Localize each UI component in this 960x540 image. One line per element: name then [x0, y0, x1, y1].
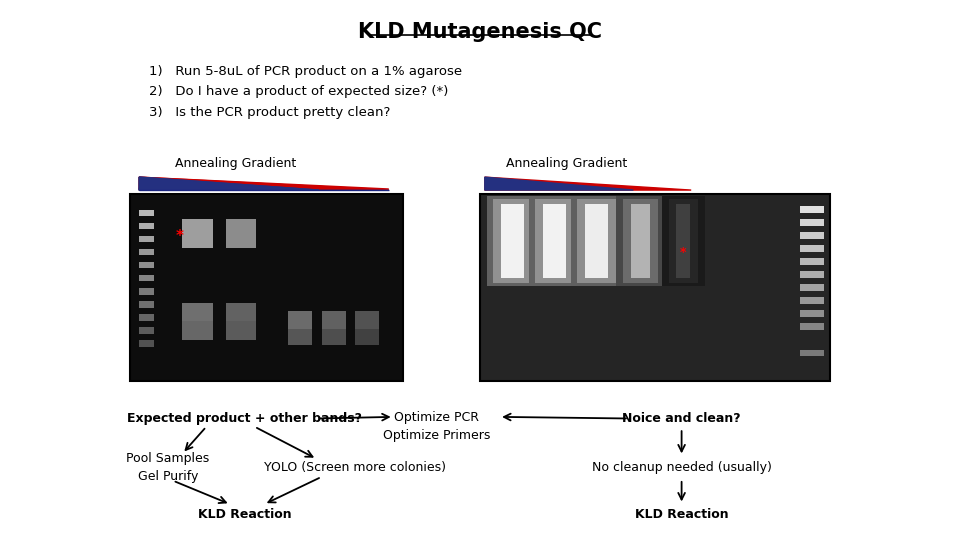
Bar — [139, 301, 154, 308]
Text: Expected product + other bands?: Expected product + other bands? — [128, 412, 362, 425]
Bar — [130, 194, 403, 381]
Bar — [139, 236, 154, 242]
Bar — [578, 199, 615, 282]
Polygon shape — [485, 177, 691, 190]
Bar — [182, 303, 213, 325]
Bar — [288, 329, 312, 345]
Bar — [487, 195, 539, 286]
Bar — [800, 284, 824, 291]
Bar — [800, 245, 824, 252]
Bar — [586, 204, 608, 278]
Text: KLD Reaction: KLD Reaction — [198, 508, 292, 521]
Polygon shape — [139, 177, 389, 190]
Bar — [288, 312, 312, 330]
Text: *: * — [176, 229, 183, 244]
Bar — [661, 195, 705, 286]
Bar — [668, 199, 698, 282]
Text: KLD Reaction: KLD Reaction — [635, 508, 729, 521]
Polygon shape — [139, 188, 389, 190]
Text: No cleanup needed (usually): No cleanup needed (usually) — [591, 461, 772, 474]
Bar — [800, 310, 824, 317]
Polygon shape — [139, 177, 319, 190]
Bar — [139, 210, 154, 217]
Text: *: * — [680, 246, 686, 259]
Text: Pool Samples
Gel Purify: Pool Samples Gel Purify — [127, 451, 209, 483]
Bar — [139, 288, 154, 294]
Bar — [800, 258, 824, 265]
Bar — [536, 199, 573, 282]
Bar — [355, 329, 379, 345]
Bar — [800, 219, 824, 226]
Bar — [800, 206, 824, 213]
Bar — [139, 249, 154, 255]
Bar — [139, 327, 154, 334]
Text: Noice and clean?: Noice and clean? — [622, 412, 741, 425]
Text: KLD Mutagenesis QC: KLD Mutagenesis QC — [358, 22, 602, 42]
Bar — [226, 219, 256, 248]
Bar — [139, 314, 154, 321]
Bar — [800, 298, 824, 304]
Bar — [182, 321, 213, 340]
Bar — [800, 232, 824, 239]
Bar — [631, 204, 650, 278]
Bar — [529, 195, 580, 286]
Bar — [623, 199, 658, 282]
Text: Optimize PCR
Optimize Primers: Optimize PCR Optimize Primers — [383, 411, 491, 442]
Bar — [322, 329, 346, 345]
Bar — [139, 275, 154, 281]
Text: Annealing Gradient: Annealing Gradient — [506, 157, 627, 170]
Bar — [800, 271, 824, 278]
Bar — [493, 199, 532, 282]
Polygon shape — [485, 177, 634, 190]
Bar — [480, 194, 830, 381]
Bar — [800, 323, 824, 330]
Bar — [501, 204, 524, 278]
Text: Annealing Gradient: Annealing Gradient — [175, 157, 296, 170]
Bar — [226, 321, 256, 340]
Bar — [800, 349, 824, 356]
Bar — [226, 303, 256, 325]
Bar — [139, 340, 154, 347]
Bar — [322, 312, 346, 330]
Polygon shape — [139, 177, 319, 190]
Text: YOLO (Screen more colonies): YOLO (Screen more colonies) — [264, 461, 446, 474]
Bar — [616, 195, 664, 286]
Bar — [182, 219, 213, 248]
Polygon shape — [139, 177, 389, 189]
Bar — [139, 262, 154, 268]
Bar — [355, 312, 379, 330]
Bar — [543, 204, 565, 278]
Bar — [570, 195, 622, 286]
Bar — [676, 204, 690, 278]
Text: 1)   Run 5-8uL of PCR product on a 1% agarose
2)   Do I have a product of expect: 1) Run 5-8uL of PCR product on a 1% agar… — [149, 65, 462, 119]
Bar — [139, 223, 154, 230]
